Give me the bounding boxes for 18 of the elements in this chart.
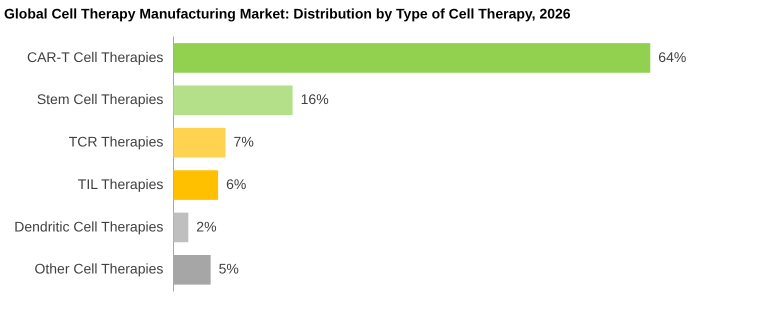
bar: [173, 170, 218, 200]
data-label: 2%: [196, 218, 217, 234]
y-tick-label: TCR Therapies: [68, 134, 164, 150]
y-tick-label: Other Cell Therapies: [34, 260, 164, 277]
y-tick-label: Stem Cell Therapies: [36, 91, 164, 108]
bar: [173, 128, 226, 158]
bar: [173, 86, 293, 116]
y-tick-label: Dendritic Cell Therapies: [14, 218, 164, 234]
bar: [173, 212, 188, 242]
data-label: 64%: [658, 48, 686, 65]
chart-title: Global Cell Therapy Manufacturing Market: Distribution by Type of Cell Therapy, 2026: [4, 5, 571, 22]
data-label: 5%: [218, 260, 239, 277]
bar: [173, 43, 650, 73]
y-tick-label: CAR-T Cell Therapies: [26, 48, 164, 65]
y-tick-label: TIL Therapies: [78, 176, 164, 192]
data-label: 7%: [234, 134, 254, 150]
data-label: 16%: [300, 91, 329, 108]
data-label: 6%: [226, 176, 246, 192]
